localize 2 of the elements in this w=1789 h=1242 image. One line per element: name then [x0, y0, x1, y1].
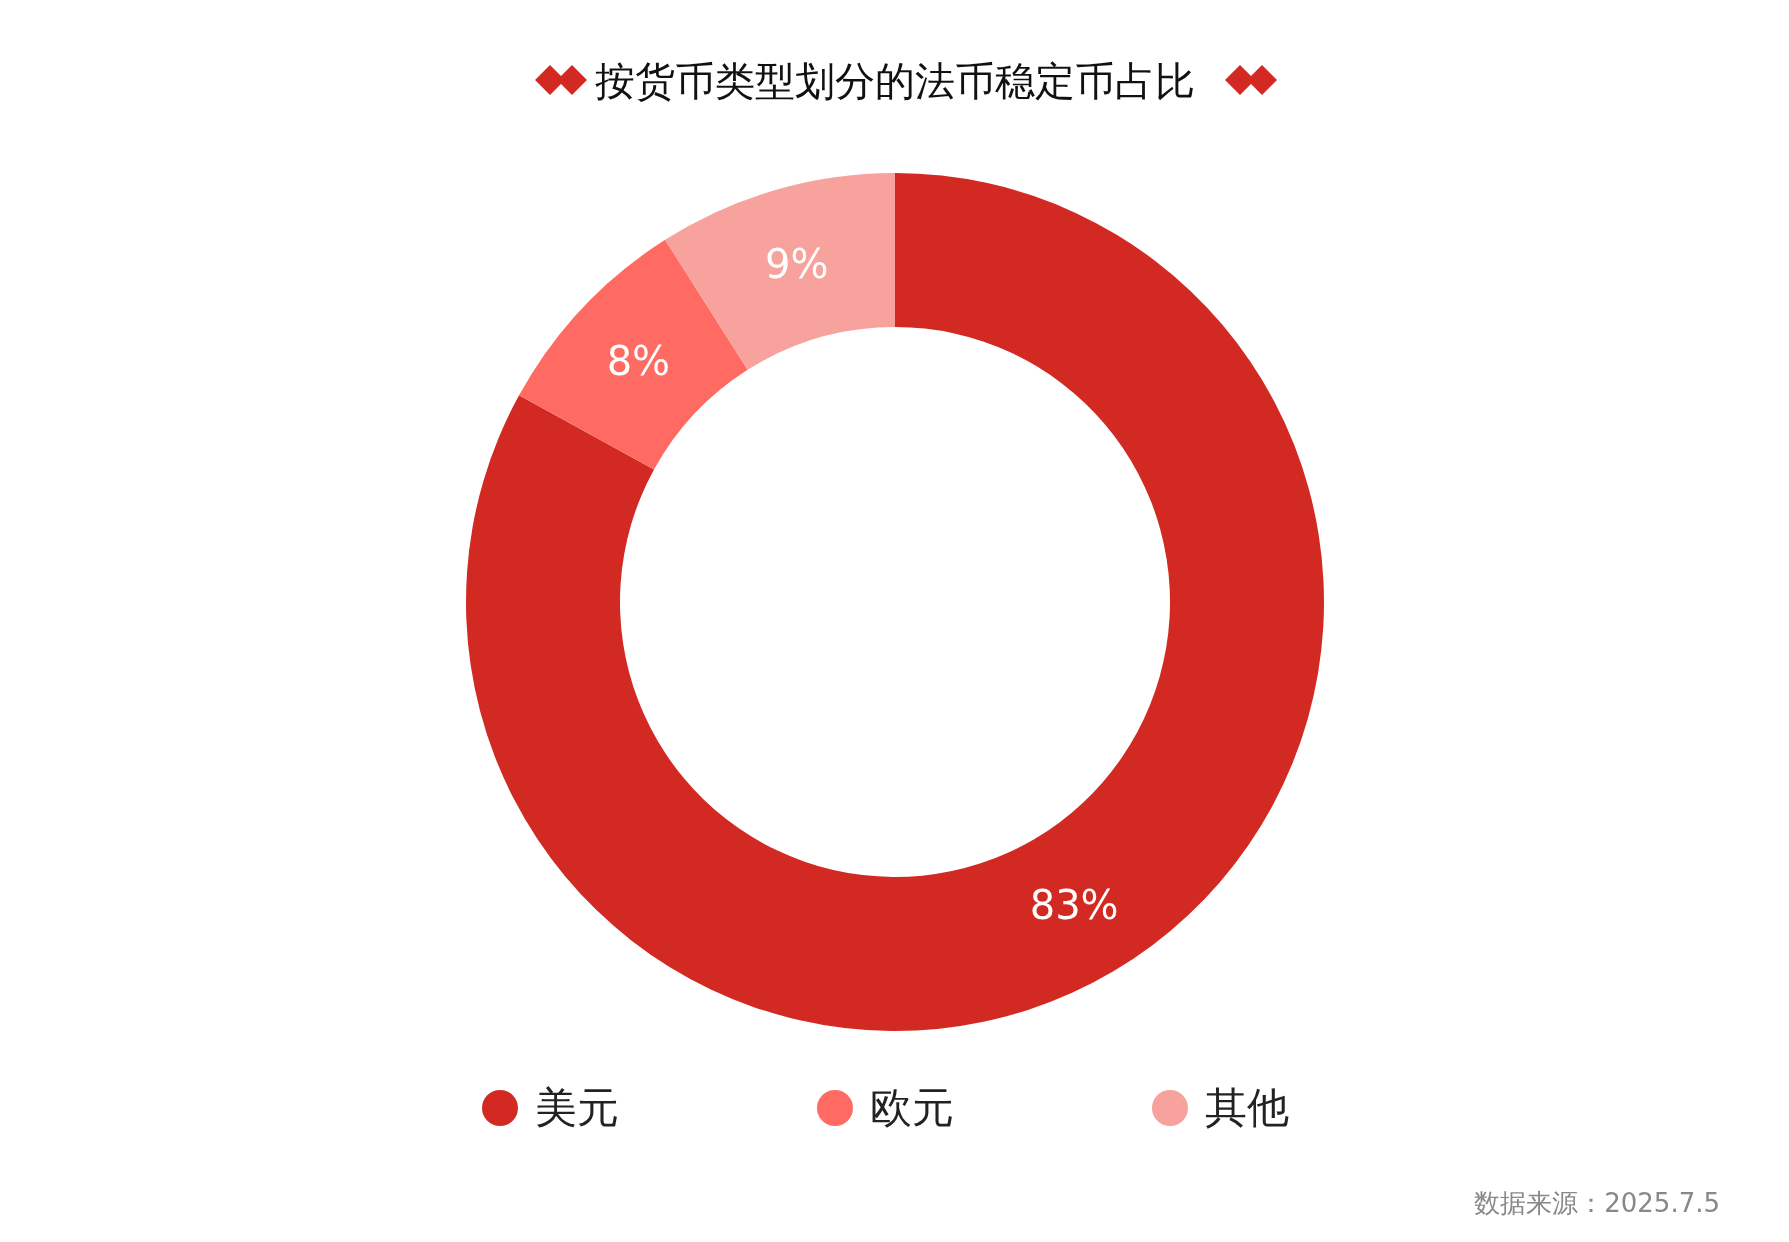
annotation: 数据来源：2025.7.5: [1474, 1188, 1720, 1218]
title: 按货币类型划分的法币稳定币占比: [595, 58, 1195, 104]
